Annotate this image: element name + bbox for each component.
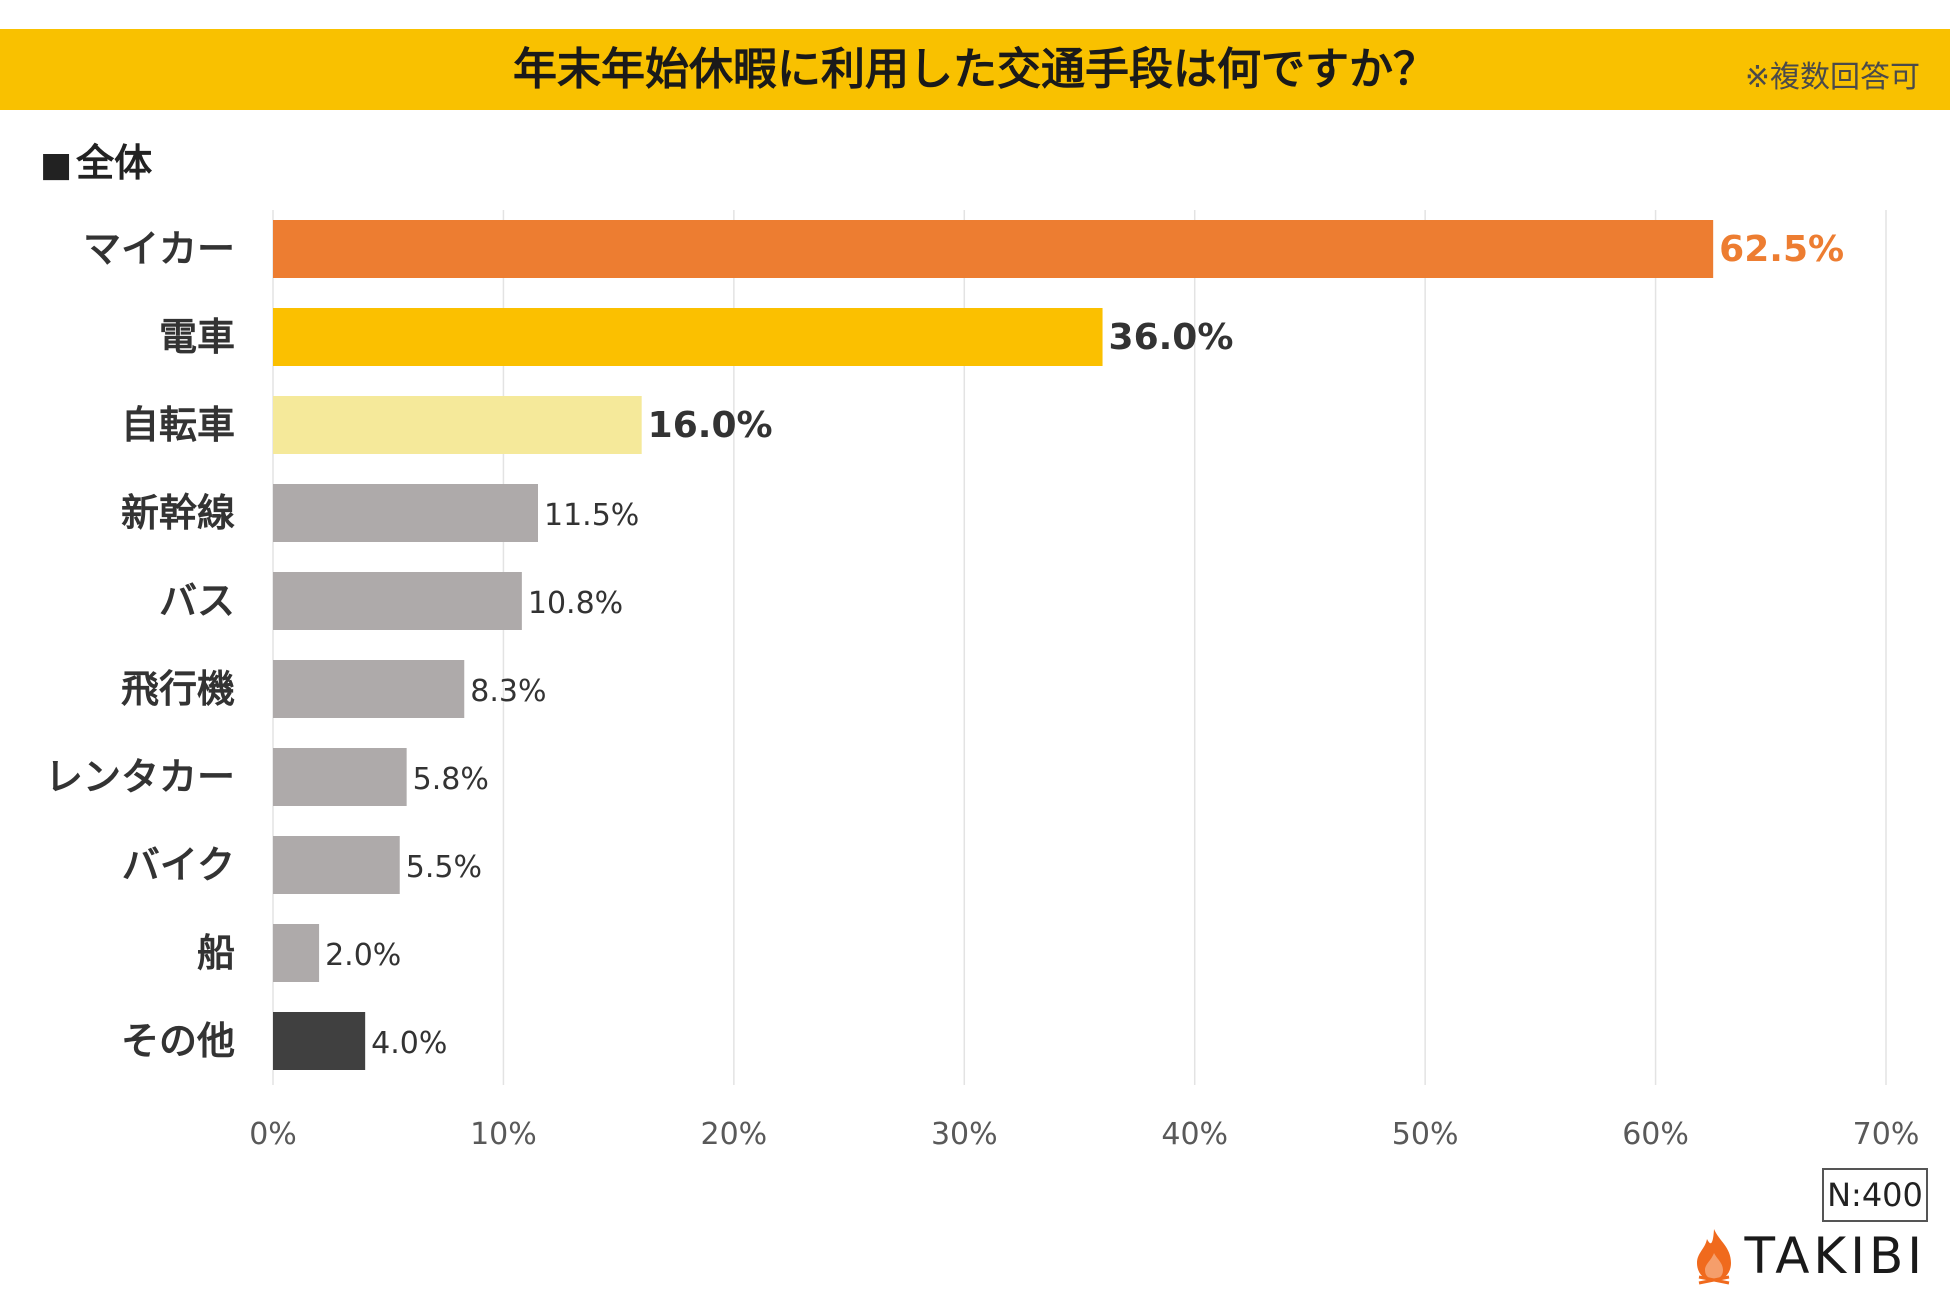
category-label: 電車 bbox=[159, 315, 235, 359]
x-tick-label: 40% bbox=[1161, 1117, 1228, 1152]
category-label: バス bbox=[159, 579, 235, 623]
category-label: その他 bbox=[121, 1019, 235, 1063]
data-label: 5.5% bbox=[406, 850, 482, 885]
multiple-answer-note: ※複数回答可 bbox=[1744, 60, 1920, 95]
category-label: 船 bbox=[197, 931, 235, 975]
category-label: バイク bbox=[122, 843, 235, 887]
bar bbox=[273, 1012, 366, 1070]
data-label: 36.0% bbox=[1109, 317, 1234, 358]
x-tick-label: 10% bbox=[470, 1117, 537, 1152]
section-square-icon: ■ bbox=[40, 145, 73, 185]
bar bbox=[273, 308, 1103, 366]
x-tick-label: 0% bbox=[249, 1117, 297, 1152]
bar bbox=[273, 748, 407, 806]
data-label: 8.3% bbox=[470, 674, 546, 709]
data-label: 16.0% bbox=[648, 405, 773, 446]
category-label: 自転車 bbox=[121, 403, 235, 447]
data-label: 62.5% bbox=[1719, 229, 1844, 270]
x-tick-label: 70% bbox=[1853, 1117, 1920, 1152]
data-label: 10.8% bbox=[528, 586, 623, 621]
page-title: 年末年始休暇に利用した交通手段は何ですか？ bbox=[513, 44, 1437, 95]
bar bbox=[273, 660, 465, 718]
bar-chart: 0% 10% 20% 30% 40% 50% 60% 70% マイカー 62.5% 電車 36.0% 自… bbox=[45, 210, 1920, 1152]
section-label-text: 全体 bbox=[76, 141, 153, 185]
bar bbox=[273, 572, 522, 630]
data-label: 2.0% bbox=[325, 938, 401, 973]
category-label: マイカー bbox=[83, 227, 235, 271]
x-tick-label: 30% bbox=[931, 1117, 998, 1152]
x-tick-label: 60% bbox=[1622, 1117, 1689, 1152]
bar bbox=[273, 924, 320, 982]
bar bbox=[273, 220, 1714, 278]
bar bbox=[273, 836, 400, 894]
sample-size-box: N:400 bbox=[1822, 1168, 1928, 1222]
data-label: 11.5% bbox=[544, 498, 639, 533]
title-band: 年末年始休暇に利用した交通手段は何ですか？ ※複数回答可 bbox=[0, 29, 1950, 110]
brand-name: TAKIBI bbox=[1744, 1227, 1926, 1285]
x-tick-label: 50% bbox=[1392, 1117, 1459, 1152]
category-label: 飛行機 bbox=[121, 667, 235, 711]
x-tick-label: 20% bbox=[701, 1117, 768, 1152]
data-label: 4.0% bbox=[371, 1026, 447, 1061]
bar bbox=[273, 484, 538, 542]
category-label: レンタカー bbox=[45, 755, 235, 799]
brand-logo: TAKIBI bbox=[1691, 1226, 1926, 1286]
data-label: 5.8% bbox=[413, 762, 489, 797]
flame-icon bbox=[1696, 1229, 1731, 1285]
bar bbox=[273, 396, 642, 454]
category-label: 新幹線 bbox=[121, 491, 235, 535]
section-label: ■ 全体 bbox=[40, 132, 152, 187]
